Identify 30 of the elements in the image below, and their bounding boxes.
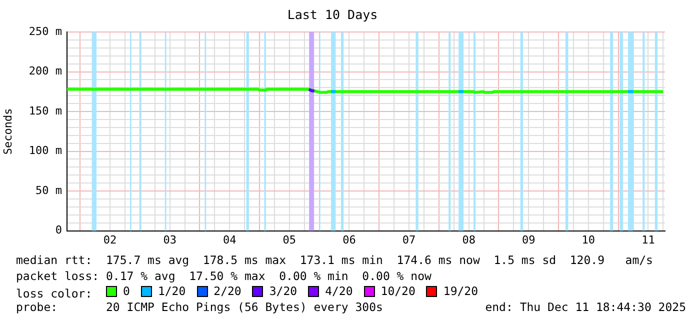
x-tick-label: 10 — [582, 233, 596, 246]
x-tick-label: 07 — [402, 233, 416, 246]
legend-label: 10/20 — [380, 284, 416, 300]
x-tick-label: 08 — [462, 233, 476, 246]
x-tick-label: 03 — [163, 233, 176, 246]
y-tick-label: 50 m — [36, 184, 62, 197]
y-tick-label: 200 m — [28, 64, 62, 78]
x-tick-label: 04 — [223, 233, 237, 246]
text: median rtt: 175.7 ms avg 178.5 ms max 173.1 ms min 174.6 ms now 1.5 ms sd 120.9 am/s — [16, 253, 654, 268]
text: probe: 20 ICMP Echo Pings (56 Bytes) every 300s — [16, 300, 383, 314]
legend-title: loss color: — [16, 286, 92, 300]
legend-label: 19/20 — [442, 284, 478, 300]
y-axis-title: Seconds — [1, 108, 14, 155]
y-tick-label: 0 — [55, 224, 62, 237]
x-tick-label: 09 — [522, 233, 536, 246]
y-tick-label: 100 m — [28, 144, 62, 158]
legend-label: 0 — [122, 284, 130, 300]
chart-title: Last 10 Days — [287, 6, 378, 22]
x-tick-label: 06 — [342, 233, 356, 246]
legend-label: 3/20 — [268, 284, 298, 300]
legend-label: 2/20 — [212, 284, 242, 300]
legend-label: 1/20 — [156, 284, 186, 300]
text: end: Thu Dec 11 18:44:30 2025 — [485, 300, 686, 315]
y-tick-label: 250 m — [28, 24, 62, 38]
x-tick-label: 02 — [103, 233, 117, 246]
text: packet loss: 0.17 % avg 17.50 % max 0.00 % min 0.00 % now — [16, 268, 432, 284]
x-tick-label: 11 — [642, 233, 655, 246]
y-tick-label: 150 m — [28, 104, 62, 118]
x-tick-label: 05 — [282, 233, 296, 246]
legend-label: 4/20 — [324, 284, 353, 300]
